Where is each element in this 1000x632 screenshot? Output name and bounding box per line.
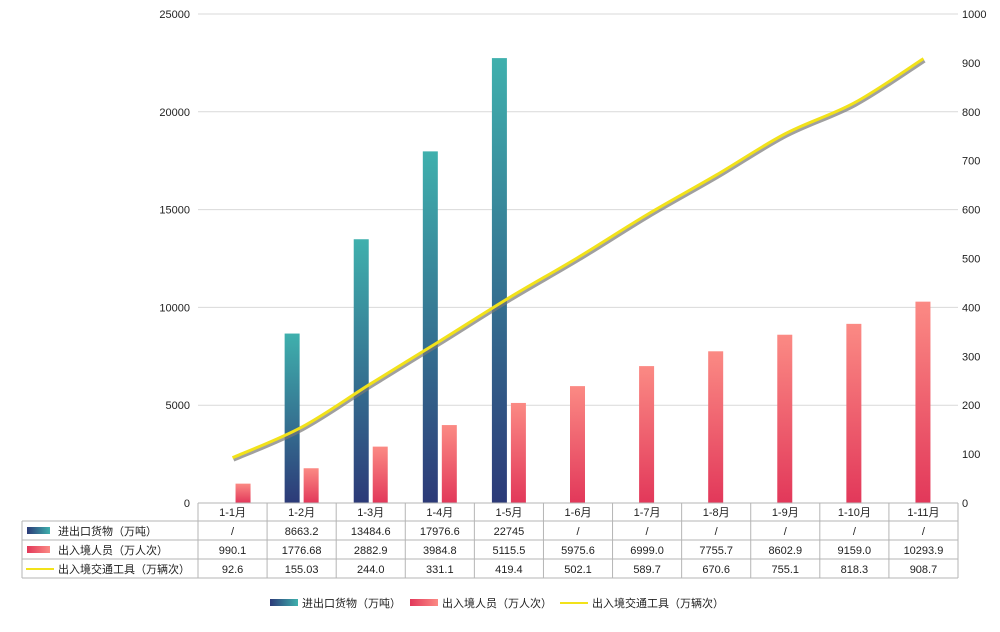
bar-people (846, 323, 862, 503)
bar-goods (491, 58, 507, 504)
bar-people (708, 351, 724, 503)
bar-goods (353, 239, 369, 504)
left-axis-tick-label: 5000 (166, 400, 190, 412)
bar-people (777, 334, 793, 503)
table-cell: 589.7 (633, 564, 661, 576)
table-cell: 3984.8 (423, 545, 457, 557)
table-cell: 6999.0 (630, 545, 664, 557)
bar-people (915, 301, 931, 503)
table-cell: 10293.9 (904, 545, 944, 557)
table-cell: 2882.9 (354, 545, 388, 557)
bar-goods (422, 151, 438, 504)
left-axis-tick-label: 0 (184, 498, 190, 510)
table-cell: / (922, 526, 926, 538)
table-cell: 5975.6 (561, 545, 595, 557)
right-axis-tick-label: 700 (962, 156, 980, 168)
table-cell: 818.3 (841, 564, 869, 576)
left-axis-tick-label: 10000 (159, 302, 190, 314)
table-cell: / (853, 526, 857, 538)
table-cell: 7755.7 (699, 545, 733, 557)
table-cell: 8663.2 (285, 526, 319, 538)
table-cell: 1776.68 (282, 545, 322, 557)
legend-key-bar (410, 599, 438, 606)
legend-label: 进出口货物（万吨） (302, 596, 401, 610)
table-cell: / (576, 526, 580, 538)
right-axis-tick-label: 100 (962, 449, 980, 461)
x-axis-category-label: 1-11月 (907, 507, 939, 519)
right-axis-tick-label: 900 (962, 58, 980, 70)
x-axis-category-label: 1-9月 (772, 507, 799, 519)
x-axis-category-label: 1-4月 (426, 507, 453, 519)
right-axis-tick-label: 800 (962, 107, 980, 119)
right-axis-tick-label: 1000 (962, 9, 986, 21)
legend-key-bar (27, 527, 50, 534)
table-cell: 908.7 (910, 564, 938, 576)
line-shadow (232, 58, 926, 462)
right-axis-tick-label: 600 (962, 205, 980, 217)
right-axis-tick-label: 400 (962, 302, 980, 314)
bar-people (235, 483, 251, 503)
right-axis-tick-label: 300 (962, 351, 980, 363)
table-cell: 17976.6 (420, 526, 460, 538)
x-axis-category-label: 1-6月 (565, 507, 592, 519)
left-axis-tick-label: 15000 (159, 205, 190, 217)
table-cell: 22745 (494, 526, 525, 538)
bar-people (303, 468, 319, 503)
table-cell: 331.1 (426, 564, 454, 576)
table-cell: 13484.6 (351, 526, 391, 538)
legend-label: 出入境人员（万人次） (442, 596, 552, 610)
x-axis-category-label: 1-1月 (219, 507, 246, 519)
legend-key-bar (270, 599, 298, 606)
table-series-label: 出入境交通工具（万辆次） (58, 562, 190, 576)
line-vehicles (231, 57, 925, 460)
table-cell: 92.6 (222, 564, 243, 576)
right-axis-tick-label: 0 (962, 498, 968, 510)
table-cell: 244.0 (357, 564, 385, 576)
bar-people (570, 386, 585, 503)
legend-key-bar (27, 546, 50, 553)
table-cell: / (715, 526, 719, 538)
table-cell: 502.1 (564, 564, 592, 576)
table-cell: / (646, 526, 650, 538)
table-cell: 419.4 (495, 564, 523, 576)
table-cell: 990.1 (219, 545, 247, 557)
bar-people (639, 366, 655, 503)
left-axis-tick-label: 20000 (159, 107, 190, 119)
table-cell: 8602.9 (768, 545, 802, 557)
x-axis-category-label: 1-8月 (703, 507, 730, 519)
right-axis-tick-label: 500 (962, 254, 980, 266)
x-axis-category-label: 1-10月 (838, 507, 871, 519)
bar-people (441, 425, 457, 503)
table-series-label: 出入境人员（万人次） (58, 543, 168, 557)
right-axis-tick-label: 200 (962, 400, 980, 412)
table-cell: 155.03 (285, 564, 319, 576)
bar-people (510, 402, 526, 503)
table-cell: / (784, 526, 788, 538)
table-cell: 670.6 (702, 564, 730, 576)
bar-people (372, 446, 388, 503)
table-cell: 5115.5 (492, 545, 525, 557)
x-axis-category-label: 1-7月 (634, 507, 661, 519)
table-cell: / (231, 526, 235, 538)
table-series-label: 进出口货物（万吨） (58, 524, 157, 538)
table-cell: 755.1 (772, 564, 800, 576)
table-cell: 9159.0 (838, 545, 872, 557)
left-axis-tick-label: 25000 (159, 9, 190, 21)
bar-goods (284, 333, 300, 503)
legend-label: 出入境交通工具（万辆次） (592, 596, 724, 610)
x-axis-category-label: 1-2月 (288, 507, 315, 519)
x-axis-category-label: 1-5月 (495, 507, 522, 519)
x-axis-category-label: 1-3月 (357, 507, 384, 519)
